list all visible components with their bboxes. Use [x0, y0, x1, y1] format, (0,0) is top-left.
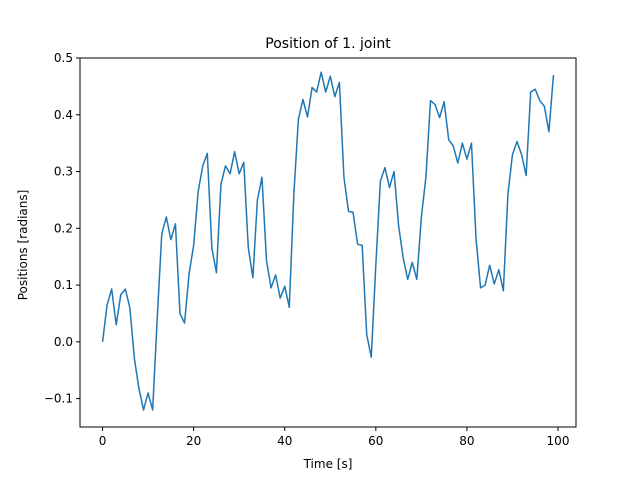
x-axis-label: Time [s] — [303, 457, 353, 471]
x-tick-label: 40 — [277, 434, 292, 448]
y-tick-label: 0.5 — [54, 51, 73, 65]
series-line-0 — [101, 71, 555, 411]
plot-area — [79, 57, 577, 428]
y-tick-label: 0.0 — [54, 335, 73, 349]
x-tick-label: 0 — [99, 434, 107, 448]
x-tick-label: 80 — [459, 434, 474, 448]
plot-frame — [79, 57, 577, 428]
y-tick-label: 0.1 — [54, 278, 73, 292]
y-tick-label: 0.2 — [54, 221, 73, 235]
x-axis-ticks: 0 20 40 60 80 100 — [99, 427, 570, 448]
x-tick-label: 20 — [186, 434, 201, 448]
x-tick-label: 60 — [368, 434, 383, 448]
y-axis-label: Positions [radians] — [16, 190, 30, 301]
y-tick-label: 0.4 — [54, 108, 73, 122]
x-tick-label: 100 — [547, 434, 570, 448]
y-tick-label: 0.3 — [54, 165, 73, 179]
chart-title: Position of 1. joint — [265, 36, 391, 52]
y-axis-ticks: −0.1 0.0 0.1 0.2 0.3 0.4 0.5 — [44, 51, 80, 406]
y-tick-label: −0.1 — [44, 392, 73, 406]
